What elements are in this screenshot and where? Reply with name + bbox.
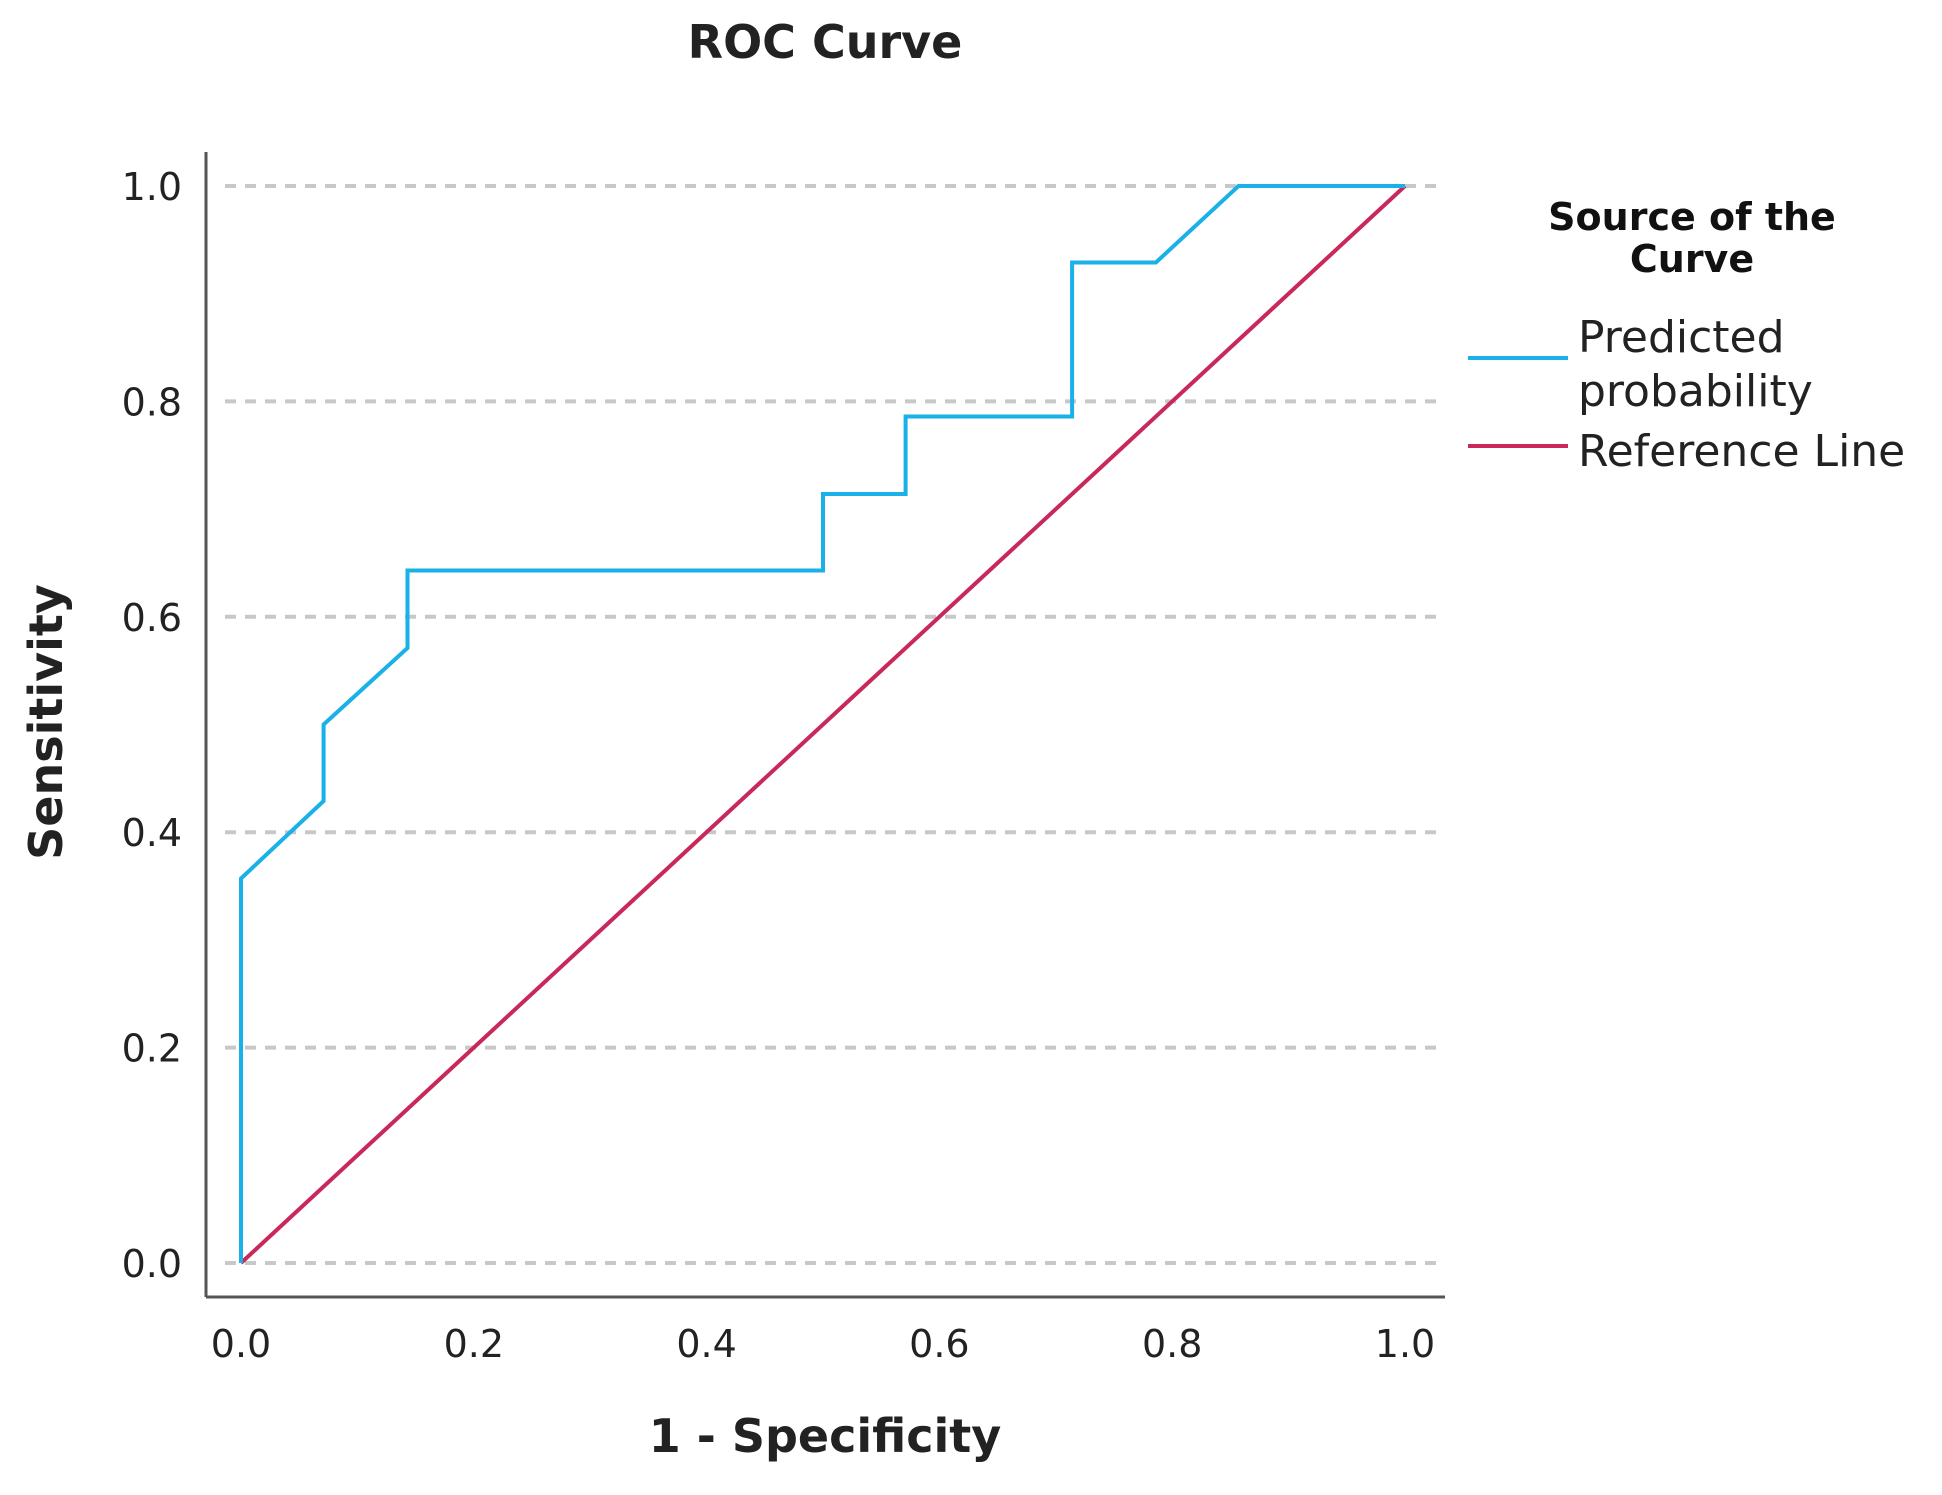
chart-title: ROC Curve	[688, 15, 963, 69]
x-tick-label: 0.8	[1142, 1322, 1202, 1366]
y-tick-label: 0.0	[122, 1242, 182, 1286]
y-tick-label: 0.8	[122, 380, 182, 424]
y-tick-label: 0.4	[122, 811, 182, 855]
gridlines	[225, 184, 1445, 1265]
legend-title-line: Curve	[1630, 237, 1754, 281]
legend-label: probability	[1578, 366, 1813, 417]
y-tick-label: 0.6	[122, 596, 182, 640]
x-tick-label: 1.0	[1375, 1322, 1435, 1366]
x-tick-label: 0.6	[909, 1322, 969, 1366]
legend-label: Predicted	[1578, 312, 1785, 363]
x-tick-label: 0.2	[444, 1322, 504, 1366]
series	[239, 184, 1407, 1265]
reference-line	[239, 184, 1407, 1265]
axes	[204, 152, 1445, 1299]
legend-title-line: Source of the	[1548, 195, 1836, 239]
tick-labels: 0.0 0.2 0.4 0.6 0.8 1.0 0.0 0.2 0.4 0.6 0.8 1.0	[122, 165, 1436, 1366]
x-tick-label: 0.4	[676, 1322, 736, 1366]
roc-curve-line	[239, 184, 1405, 1263]
legend-label: Reference Line	[1578, 426, 1905, 477]
y-tick-label: 1.0	[122, 165, 182, 209]
x-tick-label: 0.0	[211, 1322, 271, 1366]
y-tick-label: 0.2	[122, 1027, 182, 1071]
x-axis-title: 1 - Specificity	[649, 1409, 1002, 1463]
y-axis-title: Sensitivity	[19, 584, 73, 860]
